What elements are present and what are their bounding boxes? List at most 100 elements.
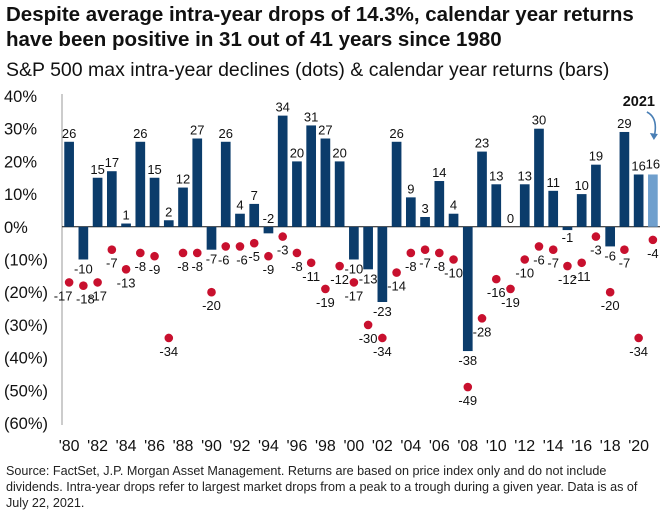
return-bar bbox=[619, 131, 630, 227]
dot-value-label: -11 bbox=[573, 269, 591, 284]
decline-dot bbox=[420, 245, 430, 254]
dot-value-label: -17 bbox=[88, 288, 107, 303]
bar-value-label: 1 bbox=[122, 208, 129, 223]
return-bar bbox=[92, 177, 103, 227]
dot-value-label: -9 bbox=[149, 262, 161, 277]
bar-value-label: -23 bbox=[373, 304, 392, 319]
bar-value-label: 14 bbox=[432, 165, 446, 180]
decline-dot bbox=[249, 238, 259, 248]
bar-value-label: 9 bbox=[407, 181, 414, 196]
y-tick-label: 40% bbox=[4, 88, 37, 106]
decline-dot bbox=[563, 261, 572, 271]
return-bar bbox=[491, 184, 502, 227]
decline-dot bbox=[449, 255, 458, 264]
return-bar bbox=[420, 216, 430, 227]
return-bar bbox=[192, 138, 203, 227]
decline-dot bbox=[577, 258, 586, 268]
x-tick-label: '06 bbox=[429, 438, 450, 455]
decline-dot bbox=[520, 255, 530, 264]
decline-dot bbox=[378, 333, 387, 343]
bar-value-label: 10 bbox=[574, 178, 588, 193]
bar-value-label: 31 bbox=[304, 109, 318, 124]
decline-dot bbox=[634, 333, 643, 343]
return-bar bbox=[149, 177, 160, 227]
decline-dot bbox=[435, 248, 444, 258]
dot-value-label: -18 bbox=[76, 292, 95, 307]
decline-dot bbox=[406, 248, 416, 258]
decline-dot bbox=[107, 245, 117, 254]
dot-value-label: -14 bbox=[387, 279, 406, 294]
decline-dot bbox=[164, 333, 174, 343]
return-bar bbox=[562, 226, 573, 231]
x-tick-label: '02 bbox=[372, 438, 393, 455]
bar-value-label: -10 bbox=[344, 262, 363, 277]
y-tick-label: 0% bbox=[4, 219, 28, 237]
dot-value-label: -6 bbox=[218, 252, 230, 267]
bar-value-label: -2 bbox=[263, 211, 275, 226]
bar-value-label: 26 bbox=[389, 126, 403, 141]
dot-value-label: -34 bbox=[159, 344, 178, 359]
bar-value-label: -6 bbox=[604, 248, 616, 263]
annotation-arrowhead bbox=[649, 133, 658, 140]
dot-value-label: -8 bbox=[291, 259, 303, 274]
dot-value-label: -12 bbox=[330, 272, 349, 287]
dot-value-label: -7 bbox=[619, 256, 631, 271]
decline-dot bbox=[121, 265, 131, 274]
bar-value-label: 20 bbox=[290, 145, 304, 160]
bar-value-label: 26 bbox=[62, 126, 76, 141]
return-bar bbox=[462, 226, 473, 352]
decline-dot bbox=[349, 278, 359, 287]
decline-dot bbox=[221, 242, 231, 251]
bar-value-label: -7 bbox=[206, 252, 218, 267]
return-bar bbox=[235, 213, 245, 227]
dot-value-label: -4 bbox=[647, 246, 659, 261]
return-bar bbox=[320, 138, 331, 227]
x-tick-label: '00 bbox=[343, 438, 364, 455]
chart-subtitle: S&P 500 max intra-year declines (dots) &… bbox=[6, 59, 610, 81]
bar-value-label: -10 bbox=[74, 262, 93, 277]
chart-title: Despite average intra-year drops of 14.3… bbox=[6, 3, 634, 51]
x-tick-label: '12 bbox=[514, 438, 535, 455]
bar-value-label: 3 bbox=[421, 201, 428, 216]
dot-value-label: -28 bbox=[473, 324, 492, 339]
y-tick-label: (60%) bbox=[4, 415, 48, 433]
source-note: Source: FactSet, J.P. Morgan Asset Manag… bbox=[6, 464, 638, 510]
bar-value-label: 16 bbox=[646, 156, 660, 171]
x-tick-label: '84 bbox=[116, 438, 137, 455]
decline-dot bbox=[605, 287, 615, 297]
bar-value-label: 7 bbox=[251, 188, 258, 203]
dot-value-label: -6 bbox=[236, 252, 248, 267]
x-tick-label: '92 bbox=[230, 438, 251, 455]
decline-dot bbox=[278, 232, 287, 241]
chart-plot: 40% 30% 20% 10% 0% (10%) (20%) (30%) (40%) (50%) (… bbox=[4, 88, 660, 455]
dot-value-label: -19 bbox=[501, 295, 520, 310]
bar-value-label: 26 bbox=[219, 126, 233, 141]
return-bar bbox=[78, 226, 89, 260]
decline-dot bbox=[620, 245, 629, 254]
return-bar bbox=[377, 226, 388, 303]
return-bar bbox=[363, 226, 373, 270]
return-bar bbox=[591, 164, 601, 227]
return-bar bbox=[121, 223, 131, 227]
decline-dot bbox=[548, 245, 558, 254]
dot-value-label: -34 bbox=[629, 344, 648, 359]
annotation-2021: 2021 bbox=[623, 94, 655, 110]
bar-value-label: 2 bbox=[165, 204, 172, 219]
decline-dot bbox=[363, 320, 373, 330]
return-bar bbox=[519, 184, 530, 227]
dot-value-label: -7 bbox=[419, 256, 431, 271]
bar-value-label: 20 bbox=[332, 145, 346, 160]
dot-value-label: -30 bbox=[359, 331, 378, 346]
decline-dot bbox=[292, 248, 302, 258]
bar-value-label: 29 bbox=[617, 116, 631, 131]
dot-value-label: -3 bbox=[590, 243, 602, 258]
bar-value-label: 11 bbox=[546, 175, 560, 190]
decline-dot bbox=[321, 284, 330, 294]
bar-value-label: 13 bbox=[489, 168, 503, 183]
dot-value-label: -7 bbox=[547, 256, 559, 271]
bar-value-label: 16 bbox=[631, 158, 645, 173]
dot-value-label: -9 bbox=[263, 262, 275, 277]
bar-value-label: 27 bbox=[190, 123, 204, 138]
dot-value-label: -20 bbox=[202, 298, 221, 313]
